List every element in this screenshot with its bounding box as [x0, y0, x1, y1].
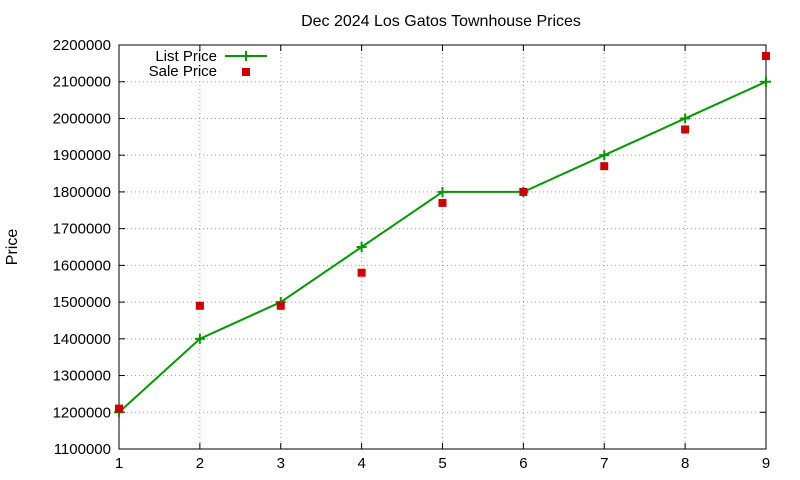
- y-tick-label: 1700000: [53, 221, 111, 238]
- y-tick-label: 1300000: [53, 368, 111, 385]
- series-layer: [114, 52, 771, 418]
- grid: [119, 45, 766, 449]
- axis-ticks: 1100000 1200000 1300000 1400000 1500000 16000…: [53, 37, 771, 472]
- x-tick-label: 5: [438, 455, 446, 472]
- list-price-point: [437, 186, 448, 197]
- x-tick-label: 7: [600, 455, 608, 472]
- sale-price-point: [357, 268, 366, 277]
- list-price-point: [761, 76, 771, 87]
- y-tick-label: 1800000: [53, 184, 111, 201]
- x-tick-label: 8: [681, 455, 689, 472]
- legend-swatch-sale-price: [242, 68, 250, 76]
- x-tick-label: 1: [115, 455, 123, 472]
- sale-price-point: [115, 404, 123, 413]
- chart-title: Dec 2024 Los Gatos Townhouse Prices: [301, 13, 581, 30]
- legend-label-sale-price: Sale Price: [149, 63, 217, 80]
- y-tick-label: 1400000: [53, 331, 111, 348]
- y-tick-label: 2200000: [53, 37, 111, 54]
- legend-marker-list-price: [241, 51, 251, 61]
- y-tick-label: 2000000: [53, 110, 111, 127]
- y-tick-label: 2100000: [53, 74, 111, 91]
- x-tick-label: 6: [519, 455, 527, 472]
- series-line-list-price: [118, 80, 767, 414]
- y-tick-label: 1100000: [54, 441, 111, 458]
- list-price-point: [356, 242, 367, 252]
- y-axis-label: Price: [4, 229, 21, 266]
- list-price-point: [599, 150, 610, 161]
- sale-price-point: [762, 52, 770, 61]
- legend-plus-marker: [241, 51, 251, 61]
- sale-price-point: [519, 187, 528, 196]
- sale-price-point: [438, 198, 447, 207]
- y-tick-label: 1900000: [53, 147, 111, 164]
- x-tick-label: 3: [277, 455, 285, 472]
- sale-price-point: [600, 162, 609, 171]
- legend: List Price Sale Price: [149, 48, 267, 80]
- x-tick-label: 2: [196, 455, 204, 472]
- sale-price-point: [276, 301, 285, 310]
- sale-price-point: [681, 125, 690, 134]
- sale-price-point: [195, 301, 204, 310]
- x-tick-label: 9: [762, 455, 770, 472]
- y-tick-label: 1500000: [53, 294, 111, 311]
- y-tick-label: 1200000: [53, 404, 111, 421]
- legend-label-list-price: List Price: [155, 48, 217, 65]
- x-tick-label: 4: [357, 455, 365, 472]
- y-tick-label: 1600000: [53, 257, 111, 274]
- list-price-point: [194, 333, 205, 344]
- list-price-point: [680, 113, 691, 124]
